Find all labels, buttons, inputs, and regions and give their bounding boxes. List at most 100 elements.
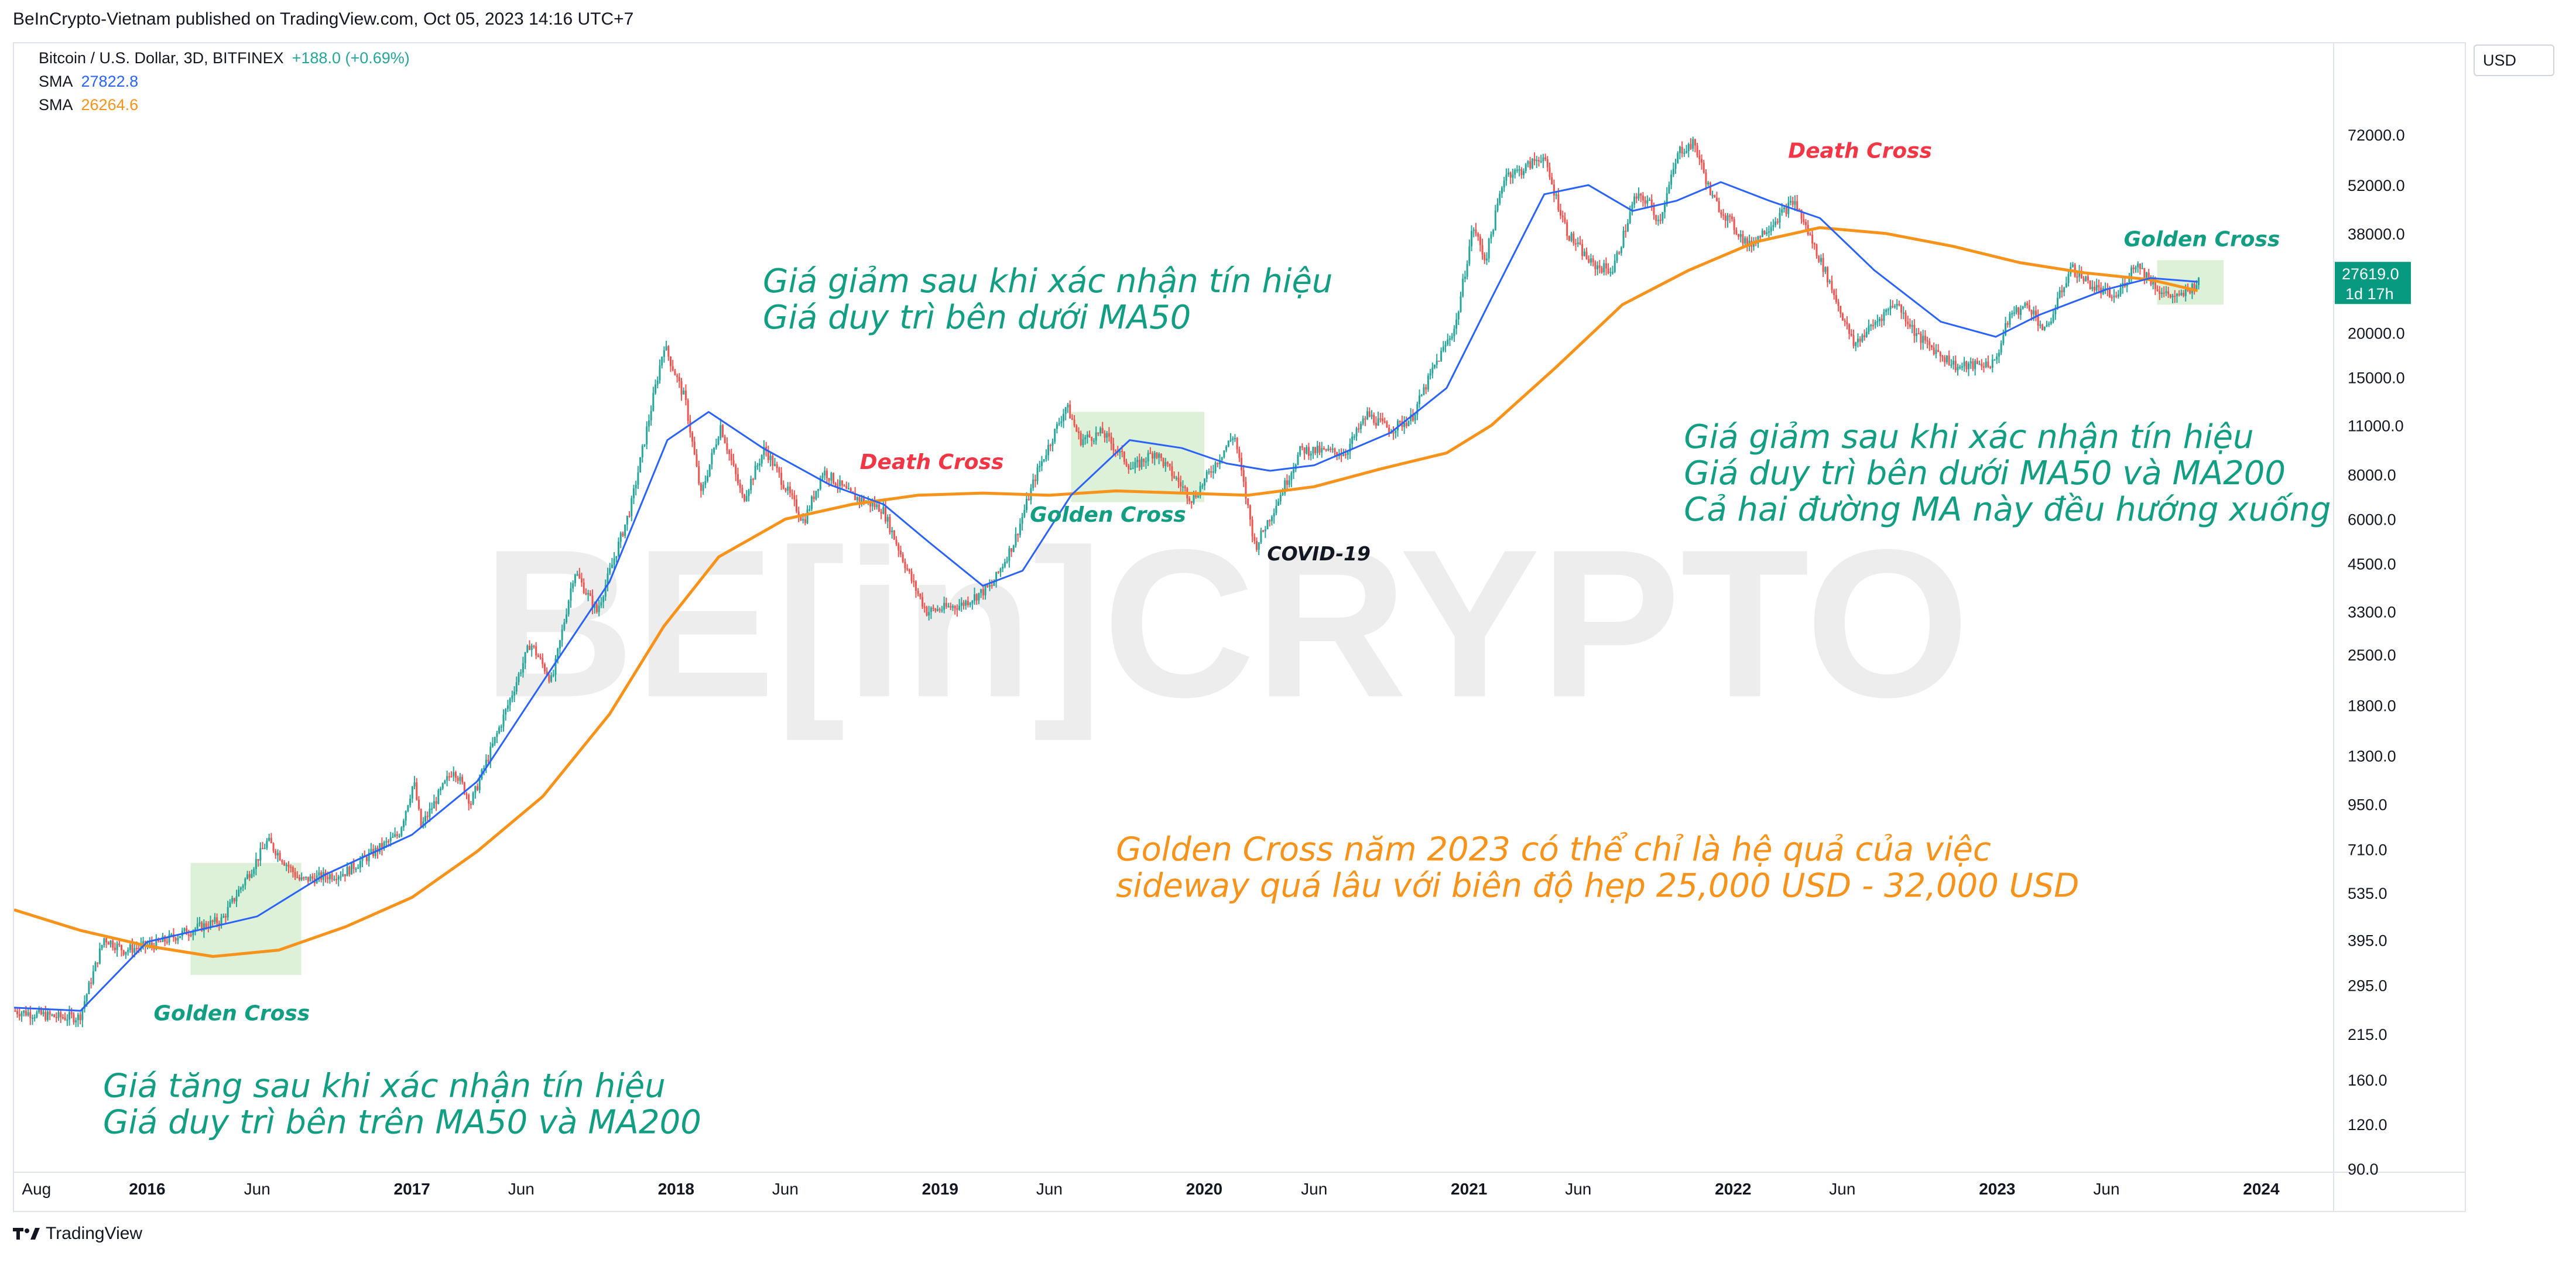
candle-body xyxy=(513,692,516,696)
candle-body xyxy=(1034,479,1036,481)
candle-body xyxy=(2022,306,2024,309)
candle-body xyxy=(1270,516,1273,522)
candle-body xyxy=(2095,285,2098,291)
candle-body xyxy=(1129,468,1132,470)
candle-body xyxy=(1972,361,1974,369)
candle-body xyxy=(283,862,286,865)
candle-body xyxy=(965,601,967,606)
price-tick-label: 1300.0 xyxy=(2348,748,2396,765)
candle-body xyxy=(51,1014,53,1016)
candle-body xyxy=(1568,235,1570,241)
candle-body xyxy=(1303,447,1306,454)
candle-body xyxy=(1358,428,1360,430)
candle-body xyxy=(810,496,813,509)
candle-body xyxy=(1088,434,1091,437)
candle-body xyxy=(203,923,205,931)
time-tick-label: Jun xyxy=(2093,1180,2119,1198)
candle-body xyxy=(1633,196,1636,205)
candle-body xyxy=(318,872,320,876)
candle-body xyxy=(1957,367,1959,371)
candle-body xyxy=(720,425,722,439)
candle-body xyxy=(1288,480,1290,485)
candle-body xyxy=(413,782,416,787)
candle-body xyxy=(127,950,129,952)
candle-body xyxy=(1134,462,1136,468)
candle-body xyxy=(1705,172,1707,184)
candle-body xyxy=(988,585,991,587)
candle-body xyxy=(352,862,355,870)
candle-body xyxy=(693,441,696,454)
note-line: Giá duy trì bên dưới MA50 xyxy=(763,299,1191,337)
candle-body xyxy=(1731,216,1733,220)
candle-body xyxy=(991,585,993,587)
candle-body xyxy=(131,944,133,953)
currency-unit-button[interactable]: USD xyxy=(2474,45,2554,76)
candle-body xyxy=(1560,210,1562,216)
candle-body xyxy=(287,864,290,867)
candle-body xyxy=(817,489,820,491)
candle-body xyxy=(1935,350,1937,354)
candle-body xyxy=(2198,278,2200,285)
candle-body xyxy=(489,746,492,762)
candle-body xyxy=(1217,463,1219,464)
candle-body xyxy=(1051,441,1054,446)
candle-body xyxy=(1744,238,1746,244)
candle-body xyxy=(97,962,99,964)
candle-body xyxy=(2034,310,2037,316)
candle-body xyxy=(79,1014,81,1021)
legend-sma200-value: 26264.6 xyxy=(81,96,139,114)
candle-body xyxy=(262,848,263,850)
candle-body xyxy=(83,1001,85,1009)
candle-body xyxy=(572,583,574,588)
watermark-text: BE[in]CRYPTO xyxy=(482,506,1969,742)
candle-body xyxy=(2174,296,2176,297)
price-tick-label: 11000.0 xyxy=(2348,417,2404,434)
candle-body xyxy=(750,479,752,491)
candle-body xyxy=(227,907,229,918)
candle-body xyxy=(1933,347,1935,354)
candle-body xyxy=(904,562,906,569)
candle-body xyxy=(958,605,961,610)
candle-body xyxy=(1809,234,1811,236)
candle-body xyxy=(1709,182,1711,196)
candle-body xyxy=(1166,462,1169,464)
candle-body xyxy=(235,896,238,902)
legend-sma200-row[interactable]: SMA 26264.6 xyxy=(39,96,146,114)
candle-body xyxy=(1290,473,1293,481)
candle-body xyxy=(1965,361,1968,369)
legend-sma50-row[interactable]: SMA 27822.8 xyxy=(39,73,146,91)
tradingview-footer[interactable]: TradingView xyxy=(13,1224,142,1244)
candle-body xyxy=(769,456,772,460)
candle-body xyxy=(1874,321,1876,326)
candle-body xyxy=(1909,324,1911,327)
candle-body xyxy=(494,737,496,744)
candle-body xyxy=(2048,323,2050,325)
candle-body xyxy=(1416,404,1419,415)
candle-body xyxy=(457,778,459,781)
time-tick-label: Jun xyxy=(1565,1180,1591,1198)
candle-body xyxy=(149,942,151,945)
candle-body xyxy=(1579,242,1581,245)
candle-body xyxy=(448,776,450,778)
price-tick-label: 38000.0 xyxy=(2348,225,2405,243)
candle-body xyxy=(216,917,218,923)
candle-body xyxy=(687,400,689,421)
candle-body xyxy=(1852,335,1855,346)
candle-body xyxy=(1362,418,1364,424)
candle-body xyxy=(1959,367,1961,368)
candle-body xyxy=(420,809,422,827)
candle-body xyxy=(641,446,643,457)
candle-body xyxy=(1173,476,1176,478)
candle-body xyxy=(1907,321,1909,324)
candle-body xyxy=(2143,268,2146,278)
chart-pane[interactable]: BE[in]CRYPTO Golden Cross Death Cross Gold… xyxy=(13,42,2466,1212)
candle-body xyxy=(2115,295,2118,297)
candle-body xyxy=(1462,279,1464,296)
candle-body xyxy=(1738,234,1740,237)
candle-body xyxy=(566,614,568,622)
candle-body xyxy=(2054,307,2057,314)
candle-body xyxy=(1844,320,1846,322)
candle-body xyxy=(186,928,188,935)
candle-body xyxy=(1262,530,1265,532)
